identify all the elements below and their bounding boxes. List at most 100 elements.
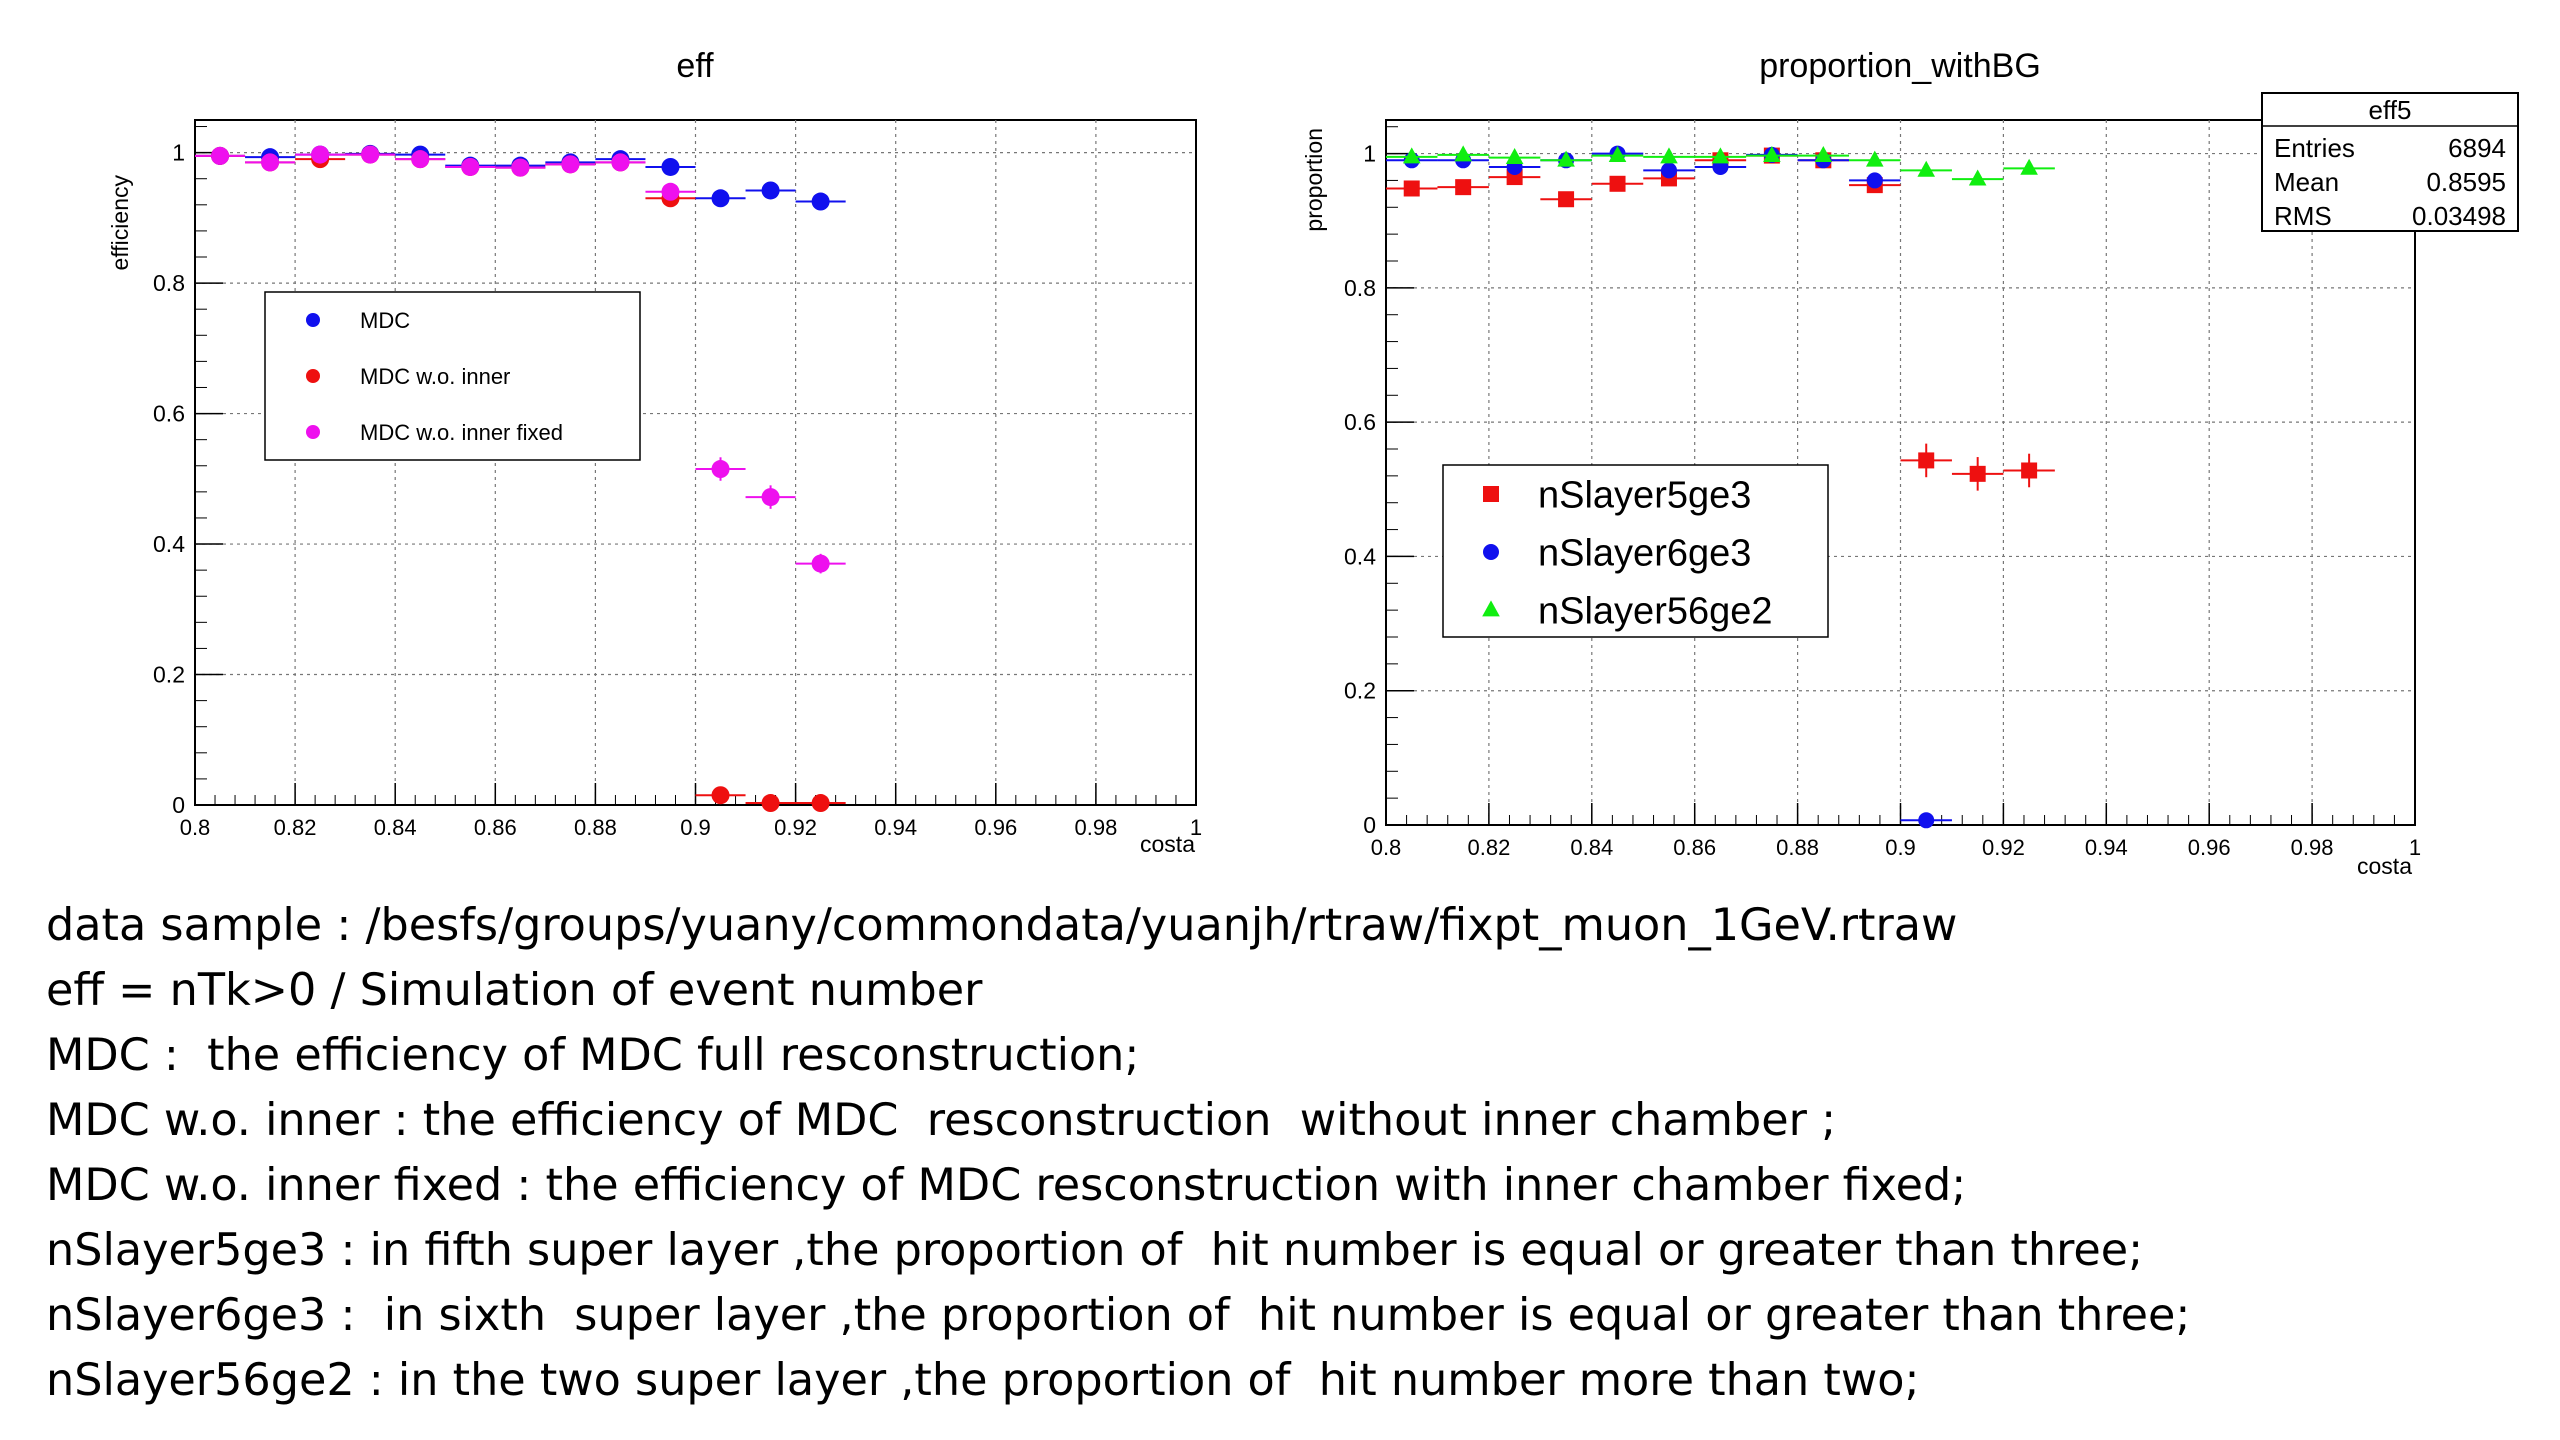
data-point xyxy=(1608,145,1627,162)
x-tick-label: 0.8 xyxy=(180,815,211,840)
stats-label: RMS xyxy=(2274,201,2332,231)
stats-value: 0.8595 xyxy=(2426,167,2506,197)
x-axis-label: costa xyxy=(2357,853,2412,879)
x-tick-label: 1 xyxy=(1190,815,1202,840)
notes: data sample : /besfs/groups/yuany/common… xyxy=(46,893,2526,1413)
data-point xyxy=(1763,145,1781,162)
note-line-eff-definition: eff = nTk>0 / Simulation of event number xyxy=(46,965,983,1016)
legend-label: nSlayer6ge3 xyxy=(1538,533,1751,575)
y-tick-label: 0.2 xyxy=(1344,678,1376,704)
x-tick-label: 0.98 xyxy=(1074,815,1117,840)
data-point xyxy=(1455,179,1472,196)
data-point xyxy=(1557,150,1575,167)
data-point xyxy=(1403,180,1420,197)
y-tick-label: 0.4 xyxy=(1344,543,1376,569)
x-tick-label: 0.8 xyxy=(1371,835,1402,860)
legend-label: MDC w.o. inner xyxy=(360,364,510,389)
data-point xyxy=(661,157,680,176)
x-tick-label: 0.84 xyxy=(1570,835,1613,860)
y-tick-label: 0.6 xyxy=(1344,409,1376,435)
data-point xyxy=(711,460,730,479)
data-point xyxy=(811,192,830,211)
chart-title: proportion_withBG xyxy=(1759,47,2041,85)
chart-title: eff xyxy=(676,47,714,85)
x-tick-label: 0.82 xyxy=(1467,835,1510,860)
y-tick-label: 0.2 xyxy=(153,662,185,688)
data-point xyxy=(1865,150,1884,167)
stats-label: Entries xyxy=(2274,133,2355,163)
series-3 xyxy=(195,145,846,574)
data-point xyxy=(511,158,530,177)
data-point xyxy=(711,786,730,805)
x-tick-label: 0.94 xyxy=(2085,835,2128,860)
legend-label: nSlayer56ge2 xyxy=(1538,591,1773,633)
data-point xyxy=(1968,169,1987,186)
data-point xyxy=(761,794,780,813)
chart-1: 0.8 0.82 0.84 0.86 0.88 0.9 0.92 0.94 0.96 0.98 1 0… xyxy=(107,47,1202,857)
data-point xyxy=(811,554,830,573)
x-tick-label: 0.94 xyxy=(874,815,917,840)
data-point xyxy=(1454,145,1472,162)
y-axis-label: efficiency xyxy=(107,175,133,271)
stats-value: 6894 xyxy=(2448,133,2506,163)
note-line-nslayer6ge3: nSlayer6ge3 : in sixth super layer ,the … xyxy=(46,1290,2191,1341)
legend-marker xyxy=(1483,486,1499,502)
y-axis-label: proportion xyxy=(1301,128,1327,232)
x-axis-label: costa xyxy=(1140,831,1195,857)
legend-marker xyxy=(306,369,320,383)
data-point xyxy=(1505,148,1524,164)
data-point xyxy=(1814,145,1833,162)
x-tick-label: 0.84 xyxy=(374,815,417,840)
note-line-mdc-wo-inner-fixed: MDC w.o. inner fixed : the efficiency of… xyxy=(46,1160,1967,1211)
note-line-mdc-wo-inner: MDC w.o. inner : the efficiency of MDC r… xyxy=(46,1095,1837,1146)
legend-marker xyxy=(1483,544,1499,560)
x-tick-label: 0.92 xyxy=(774,815,817,840)
data-point xyxy=(1969,465,1986,482)
data-point xyxy=(1660,162,1677,179)
legend-label: MDC w.o. inner fixed xyxy=(360,420,563,445)
legend-label: MDC xyxy=(360,308,410,333)
data-point xyxy=(1918,452,1935,469)
stats-box: eff5 Entries 6894 Mean 0.8595 RMS 0.03498 xyxy=(2261,92,2519,232)
data-point xyxy=(761,181,780,200)
x-tick-label: 0.98 xyxy=(2291,835,2334,860)
data-point xyxy=(1558,191,1575,208)
data-point xyxy=(561,155,580,174)
note-line-nslayer5ge3: nSlayer5ge3 : in fifth super layer ,the … xyxy=(46,1225,2144,1276)
y-tick-label: 1 xyxy=(1363,141,1376,167)
y-tick-label: 0.8 xyxy=(1344,275,1376,301)
y-tick-label: 0.4 xyxy=(153,531,185,557)
x-tick-label: 0.88 xyxy=(1776,835,1819,860)
legend-label: nSlayer5ge3 xyxy=(1538,475,1751,517)
legend-marker xyxy=(306,313,320,327)
x-tick-label: 0.86 xyxy=(474,815,517,840)
data-point xyxy=(661,182,680,201)
legend: nSlayer5ge3 nSlayer6ge3 nSlayer56ge2 xyxy=(1442,464,1829,638)
x-tick-label: 0.9 xyxy=(1885,835,1916,860)
y-tick-label: 0 xyxy=(1363,812,1376,838)
stats-title: eff5 xyxy=(2369,95,2412,125)
y-tick-label: 0 xyxy=(172,792,185,818)
data-point xyxy=(411,150,430,169)
x-tick-label: 0.86 xyxy=(1673,835,1716,860)
y-tick-label: 0.6 xyxy=(153,401,185,427)
data-point xyxy=(1660,147,1678,164)
x-tick-label: 0.88 xyxy=(574,815,617,840)
stats-value: 0.03498 xyxy=(2412,201,2506,231)
y-tick-label: 1 xyxy=(172,140,185,166)
data-point xyxy=(461,157,480,176)
x-tick-label: 0.9 xyxy=(680,815,711,840)
data-point xyxy=(1711,147,1730,164)
data-point xyxy=(1402,147,1421,164)
data-point xyxy=(711,189,730,208)
data-point xyxy=(611,153,630,172)
data-point xyxy=(311,145,330,164)
data-point xyxy=(1917,160,1936,177)
legend-box xyxy=(1442,464,1829,638)
data-point xyxy=(361,145,380,164)
x-tick-label: 0.92 xyxy=(1982,835,2025,860)
legend-marker xyxy=(1482,600,1500,617)
data-point xyxy=(811,794,830,813)
x-tick-label: 1 xyxy=(2409,835,2421,860)
